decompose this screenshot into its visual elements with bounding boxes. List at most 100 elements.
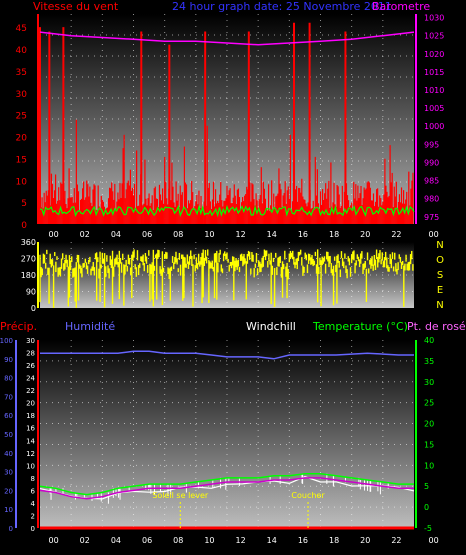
humidity-y-tick-label: 100 xyxy=(0,337,13,345)
barometer-y-tick-label: 1020 xyxy=(424,50,444,59)
humidity-y-tick-label: 10 xyxy=(4,506,13,514)
direction-y-tick-label: 0 xyxy=(31,304,36,313)
time-tick-label: 22 xyxy=(391,536,401,545)
time-tick-label: 08 xyxy=(173,230,183,239)
time-tick-label: 12 xyxy=(235,536,245,545)
wind-y-tick-label: 20 xyxy=(16,134,28,144)
wind-y-tick-label: 30 xyxy=(16,90,28,100)
precip-y-tick-label: 20 xyxy=(26,400,35,408)
precip-y-tick-label: 10 xyxy=(26,462,35,470)
temperature-y-tick-label: -5 xyxy=(424,524,432,533)
wind-y-tick-label: 45 xyxy=(16,24,27,34)
wind-y-tick-label: 35 xyxy=(16,68,27,78)
time-tick-label: 20 xyxy=(360,536,370,545)
compass-letter: O xyxy=(436,255,444,266)
temperature-y-tick-label: 20 xyxy=(424,420,434,429)
barometer-y-tick-label: 985 xyxy=(424,177,439,186)
direction-y-axis-labels: 0 90 180 270 360 xyxy=(21,238,36,313)
dewpoint-label: Pt. de rosée xyxy=(407,320,466,333)
wind-y-tick-label: 0 xyxy=(21,221,27,231)
time-tick-label: 14 xyxy=(267,536,277,545)
temperature-y-tick-label: 0 xyxy=(424,503,429,512)
precip-y-tick-label: 0 xyxy=(31,525,35,533)
compass-letter: E xyxy=(437,285,443,296)
precip-y-tick-label: 28 xyxy=(26,350,35,358)
compass-letter: N xyxy=(436,240,443,251)
temperature-line xyxy=(39,472,414,496)
time-tick-label: 18 xyxy=(329,230,339,239)
precip-y-tick-label: 12 xyxy=(26,450,35,458)
direction-y-tick-label: 180 xyxy=(21,271,36,280)
sunrise-label: Soleil se lever xyxy=(152,491,209,500)
precip-y-tick-label: 8 xyxy=(31,475,35,483)
time-tick-label: 04 xyxy=(111,536,121,545)
windchill-label: Windchill xyxy=(246,320,296,333)
wind-y-tick-label: 15 xyxy=(16,155,27,165)
precip-y-tick-label: 18 xyxy=(26,412,35,420)
temperature-y-axis-labels: -5 0 5 10 15 20 25 30 35 40 xyxy=(424,336,434,533)
humidity-y-tick-label: 0 xyxy=(9,525,13,533)
temperature-y-tick-label: 5 xyxy=(424,482,429,491)
compass-letter: N xyxy=(436,300,443,311)
wind-y-tick-label: 25 xyxy=(16,112,27,122)
humidity-y-tick-label: 90 xyxy=(4,356,13,364)
barometer-y-tick-label: 990 xyxy=(424,158,439,167)
humidity-y-tick-label: 40 xyxy=(4,450,13,458)
time-tick-label: 04 xyxy=(111,230,121,239)
time-tick-label: 16 xyxy=(298,536,308,545)
precip-y-tick-label: 6 xyxy=(31,487,36,495)
time-tick-label: 02 xyxy=(80,230,90,239)
graph-title: 24 hour graph date: 25 Novembre 2011 xyxy=(172,0,392,13)
time-tick-label: 06 xyxy=(142,536,152,545)
temperature-x-axis-labels: 00 02 04 06 08 10 12 14 16 18 20 22 00 xyxy=(48,536,438,545)
barometer-y-tick-label: 1005 xyxy=(424,104,444,113)
humidity-y-tick-label: 30 xyxy=(4,469,13,477)
precip-y-tick-label: 24 xyxy=(26,375,35,383)
wind-y-axis-labels: 0 5 10 15 20 25 30 35 40 45 xyxy=(16,24,28,231)
humidity-line xyxy=(40,350,414,360)
humidity-y-tick-label: 20 xyxy=(4,487,13,495)
time-tick-label: 10 xyxy=(204,536,214,545)
time-tick-label: 00 xyxy=(48,536,58,545)
temperature-y-tick-label: 30 xyxy=(424,378,434,387)
time-tick-label: 06 xyxy=(142,230,152,239)
temperature-y-tick-label: 15 xyxy=(424,440,434,449)
precip-y-tick-label: 2 xyxy=(31,512,35,520)
windchill-line xyxy=(39,476,415,500)
barometer-y-tick-label: 1015 xyxy=(424,68,444,77)
precip-y-tick-label: 14 xyxy=(26,437,35,445)
temperature-y-tick-label: 10 xyxy=(424,461,434,470)
time-tick-label: 22 xyxy=(391,230,401,239)
barometer-y-axis-labels: 975 980 985 990 995 1000 1005 1010 1015 1020 1025 1… xyxy=(424,14,444,222)
barometer-title: Barometre xyxy=(372,0,430,13)
temperature-label: Temperature (°C) xyxy=(312,320,408,333)
barometer-y-tick-label: 995 xyxy=(424,140,439,149)
temperature-y-tick-label: 25 xyxy=(424,399,434,408)
temperature-series xyxy=(39,350,415,530)
temperature-y-tick-label: 35 xyxy=(424,357,434,366)
barometer-y-tick-label: 980 xyxy=(424,195,439,204)
humidity-y-axis-labels: 0 10 20 30 40 50 60 70 80 90 100 xyxy=(0,337,13,533)
humidity-label: Humidité xyxy=(65,320,115,333)
direction-y-tick-label: 270 xyxy=(21,255,36,264)
time-tick-label: 08 xyxy=(173,536,183,545)
dewpoint-line xyxy=(39,477,414,500)
humidity-y-tick-label: 60 xyxy=(4,412,13,420)
wind-y-tick-label: 40 xyxy=(16,46,28,56)
precip-y-tick-label: 26 xyxy=(26,362,35,370)
wind-x-axis-labels: 00 02 04 06 08 10 12 14 16 18 20 22 00 xyxy=(48,230,438,239)
time-tick-label: 02 xyxy=(80,536,90,545)
compass-letter: S xyxy=(437,270,443,281)
wind-title: Vitesse du vent xyxy=(33,0,119,13)
precip-y-tick-label: 16 xyxy=(26,425,35,433)
time-tick-label: 20 xyxy=(360,230,370,239)
temperature-y-tick-label: 40 xyxy=(424,336,434,345)
direction-series xyxy=(39,249,414,308)
direction-y-tick-label: 360 xyxy=(21,238,36,247)
